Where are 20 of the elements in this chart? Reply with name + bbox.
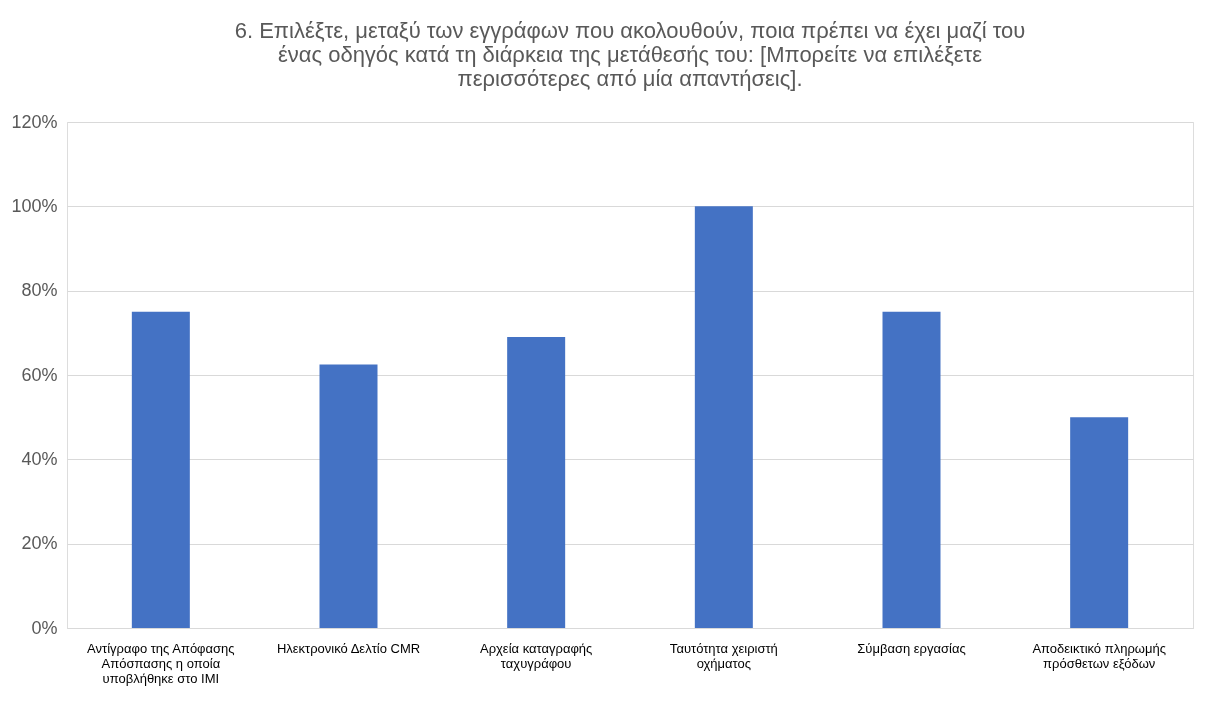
- bar: [507, 337, 566, 628]
- x-tick-label: Σύμβαση εργασίας: [857, 640, 966, 656]
- bar: [694, 206, 753, 628]
- x-tick-label: Ταυτότητα χειριστή οχήματος: [669, 640, 778, 671]
- bar: [882, 311, 941, 628]
- x-tick-label: Αποδεικτικό πληρωμής πρόσθετων εξόδων: [1032, 640, 1166, 671]
- x-tick-label: Αρχεία καταγραφής ταχυγράφου: [479, 640, 593, 671]
- x-tick-label: Αντίγραφο της Απόφασης Απόσπασης η οποία υποβλήθηκε στο ΙΜΙ: [87, 640, 235, 686]
- y-tick-label: 80%: [21, 280, 58, 301]
- y-tick-label: 100%: [11, 195, 58, 216]
- y-tick-label: 60%: [21, 364, 58, 385]
- chart-title: 6. Επιλέξτε, μεταξύ των εγγράφων που ακολουθούν, ποια πρέπει να έχει μαζί του ένας οδηγός κατά τη διάρκεια της μετάθεσής του: [Μπορείτε να επιλέξετε περισσότερες από μία απαντήσεις].: [234, 18, 1026, 91]
- y-tick-label: 120%: [11, 111, 58, 132]
- bar: [319, 364, 378, 628]
- y-tick-label: 20%: [21, 533, 58, 554]
- bar: [1070, 417, 1129, 628]
- y-tick-label: 40%: [21, 448, 58, 469]
- bar: [131, 311, 190, 628]
- y-tick-label: 0%: [31, 617, 58, 638]
- x-tick-label: Ηλεκτρονικό Δελτίο CMR: [276, 640, 421, 656]
